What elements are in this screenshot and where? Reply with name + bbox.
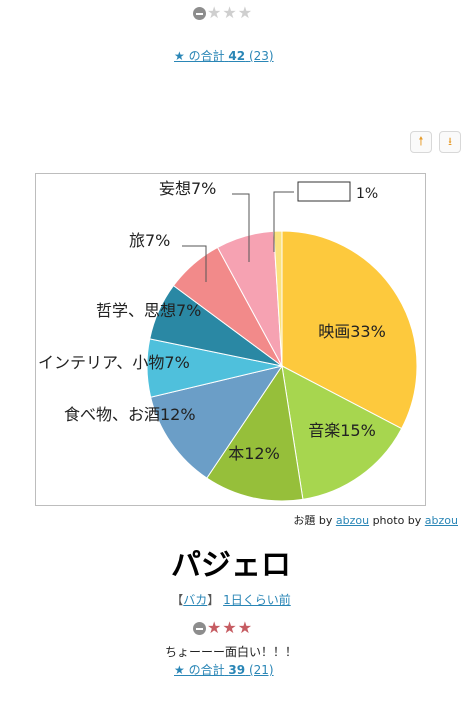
blank-label-box bbox=[297, 181, 351, 202]
photo-by-label: photo by bbox=[372, 514, 422, 527]
answer-title: パジェロ bbox=[171, 548, 291, 583]
pie-slice-label: 音楽15% bbox=[308, 421, 376, 440]
star-icon[interactable]: ★ bbox=[237, 3, 253, 22]
pie-slice-label: 本12% bbox=[228, 444, 280, 463]
photographer-link[interactable]: abzou bbox=[424, 514, 458, 527]
leader-line bbox=[232, 193, 250, 262]
answer-meta: 【バカ】 1日くらい前 bbox=[0, 591, 462, 608]
pie-slice-label: 妄想7% bbox=[159, 179, 216, 198]
pie-slice bbox=[206, 364, 304, 502]
bracket-close: 】 bbox=[207, 593, 220, 607]
pie-chart: 映画33% 音楽15% 本12% 食べ物、お酒12% インテリア、小物7% 哲学、思想7%… bbox=[38, 179, 418, 502]
pie-slice bbox=[281, 365, 403, 500]
main-star-total-link[interactable]: ★ の合計 39 (21) bbox=[174, 661, 274, 678]
star-total-value: 39 bbox=[228, 663, 246, 677]
main-star-rating: ★ ★ ★ bbox=[193, 620, 252, 636]
pie-slice-label: 映画33% bbox=[318, 322, 386, 341]
star-total-count: (23) bbox=[248, 49, 274, 63]
star-icon[interactable]: ★ bbox=[207, 3, 222, 22]
pie-slice bbox=[150, 365, 284, 479]
pie-chart-image: 映画33% 音楽15% 本12% 食べ物、お酒12% インテリア、小物7% 哲学、思想7%… bbox=[35, 173, 426, 506]
pie-slice-label: 旅7% bbox=[129, 231, 170, 250]
pie-slice-label: 哲学、思想7% bbox=[96, 301, 201, 320]
pie-slice-label: インテリア、小物7% bbox=[38, 353, 190, 372]
pie-slice-label: 1% bbox=[356, 186, 378, 202]
time-ago-link[interactable]: 1日くらい前 bbox=[223, 593, 291, 607]
star-total-label: ★ の合計 bbox=[174, 49, 225, 63]
bracket-open: 【 bbox=[171, 593, 184, 607]
minus-star-icon[interactable] bbox=[193, 6, 206, 20]
scroll-up-button[interactable]: 🠕 bbox=[410, 131, 432, 153]
photo-credits: お題 by abzou photo by abzou bbox=[293, 512, 458, 528]
star-total-value: 42 bbox=[228, 49, 246, 63]
download-icon: ⭳ bbox=[448, 134, 452, 148]
pie-slice-label: 食べ物、お酒12% bbox=[64, 405, 196, 424]
star-icon[interactable]: ★ bbox=[222, 3, 237, 22]
star-icon[interactable]: ★ bbox=[237, 618, 253, 637]
pie-slice bbox=[281, 230, 418, 430]
star-icon[interactable]: ★ bbox=[222, 618, 237, 637]
star-icon[interactable]: ★ bbox=[207, 618, 222, 637]
author-link[interactable]: abzou bbox=[335, 514, 370, 527]
star-total-label: ★ の合計 bbox=[174, 663, 225, 677]
leader-line bbox=[182, 245, 207, 282]
leader-line bbox=[273, 191, 294, 252]
by-label: by bbox=[318, 514, 333, 527]
download-button[interactable]: ⭳ bbox=[439, 131, 461, 153]
top-star-rating: ★ ★ ★ bbox=[193, 5, 252, 21]
top-star-total-link[interactable]: ★ の合計 42 (23) bbox=[174, 47, 274, 64]
odai-label: お題 bbox=[293, 514, 316, 527]
arrow-up-icon: 🠕 bbox=[418, 133, 424, 148]
category-link[interactable]: バカ bbox=[183, 593, 208, 607]
answer-comment: ちょーーー面白い！！！ bbox=[164, 645, 297, 659]
minus-star-icon[interactable] bbox=[193, 621, 206, 635]
star-total-count: (21) bbox=[248, 663, 274, 677]
